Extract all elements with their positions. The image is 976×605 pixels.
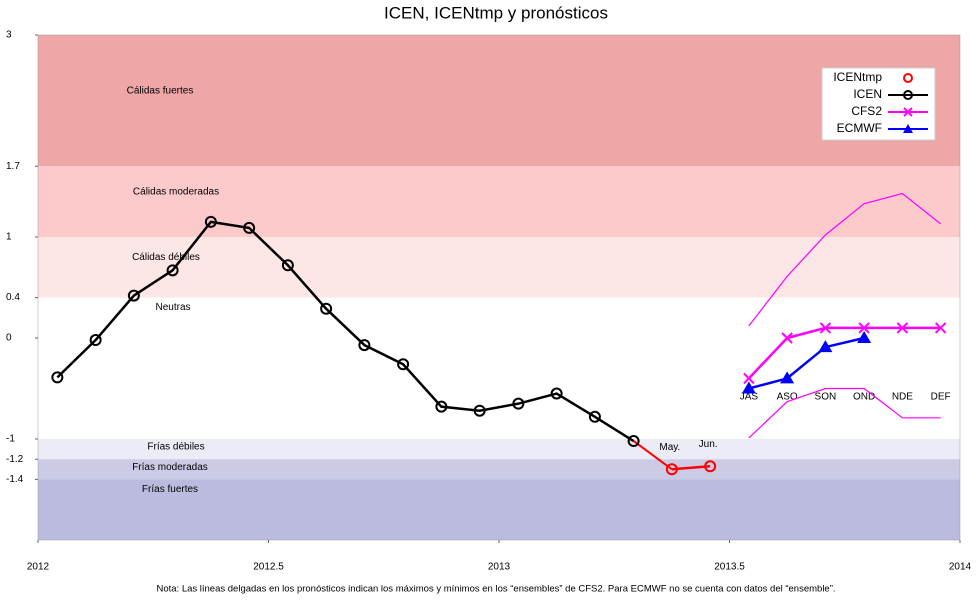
- point: [780, 371, 795, 384]
- legend-label: CFS2: [851, 104, 882, 118]
- point: [51, 371, 64, 384]
- legend-label: ICENtmp: [833, 70, 882, 84]
- point: [550, 387, 563, 400]
- point: [512, 397, 525, 410]
- point: [358, 339, 371, 352]
- connector: [633, 440, 673, 471]
- point: [741, 381, 756, 394]
- point: [204, 215, 217, 228]
- band: [38, 297, 960, 439]
- y-tick-label: 1: [6, 232, 12, 243]
- point: [435, 400, 448, 413]
- y-tick-label: -1: [6, 434, 15, 445]
- point: [934, 322, 947, 334]
- band-label: Cálidas fuertes: [127, 85, 194, 96]
- forecast-category: SON: [815, 392, 837, 403]
- point: [665, 463, 678, 476]
- x-tick-label: 2014: [949, 562, 972, 573]
- y-tick-label: 0: [6, 333, 12, 344]
- point: [320, 302, 333, 315]
- point-label: Jun.: [699, 439, 718, 450]
- series-line: [748, 336, 865, 390]
- band-label: Cálidas débiles: [132, 252, 200, 263]
- band-label: Cálidas moderadas: [133, 186, 219, 197]
- point: [397, 358, 410, 371]
- point: [166, 264, 179, 277]
- forecast-category: JAS: [740, 392, 759, 403]
- point: [127, 289, 140, 302]
- band-label: Frías fuertes: [142, 484, 198, 495]
- point: [896, 322, 909, 334]
- point: [627, 435, 640, 448]
- point: [819, 322, 832, 334]
- legend-marker: [903, 90, 913, 100]
- x-tick-label: 2013: [488, 562, 511, 573]
- legend-marker: [903, 73, 913, 83]
- series-line: [748, 192, 942, 327]
- forecast-category: OND: [853, 392, 875, 403]
- legend-marker: [903, 107, 913, 117]
- series-line: [56, 220, 635, 443]
- forecast-category: ASO: [777, 392, 798, 403]
- chart-title: ICEN, ICENtmp y pronósticos: [384, 3, 608, 22]
- point: [588, 410, 601, 423]
- series-line: [671, 465, 711, 471]
- point: [473, 404, 486, 417]
- point: [818, 340, 833, 353]
- band-label: Neutras: [155, 302, 190, 313]
- point: [89, 334, 102, 347]
- y-tick-label: 3: [6, 30, 12, 41]
- series-line: [747, 326, 941, 380]
- point: [781, 332, 793, 344]
- band: [38, 439, 960, 460]
- y-tick-label: 0.4: [6, 292, 20, 303]
- band: [38, 459, 960, 480]
- x-tick-label: 2013.5: [714, 562, 745, 573]
- y-tick-label: -1.4: [6, 474, 24, 485]
- point: [243, 221, 256, 234]
- x-tick-label: 2012.5: [253, 562, 284, 573]
- y-tick-label: 1.7: [6, 161, 20, 172]
- point: [281, 259, 294, 272]
- legend-marker: [903, 124, 913, 133]
- band: [38, 479, 960, 540]
- point: [857, 331, 872, 343]
- band: [38, 35, 960, 167]
- point: [858, 322, 870, 334]
- series-line: [748, 387, 941, 439]
- band-label: Frías moderadas: [132, 462, 208, 473]
- x-tick-label: 2012: [27, 562, 50, 573]
- legend-label: ICEN: [853, 87, 882, 101]
- note: Nota: Las líneas delgadas en los pronóst…: [156, 584, 835, 595]
- band-label: Frías débiles: [147, 442, 204, 453]
- point: [743, 372, 755, 385]
- forecast-category: NDE: [892, 392, 913, 403]
- point-label: May.: [659, 442, 680, 453]
- forecast-category: DEF: [931, 392, 951, 403]
- point: [704, 460, 717, 473]
- legend-label: ECMWF: [837, 121, 882, 135]
- band: [38, 166, 960, 237]
- y-tick-label: -1.2: [6, 454, 24, 465]
